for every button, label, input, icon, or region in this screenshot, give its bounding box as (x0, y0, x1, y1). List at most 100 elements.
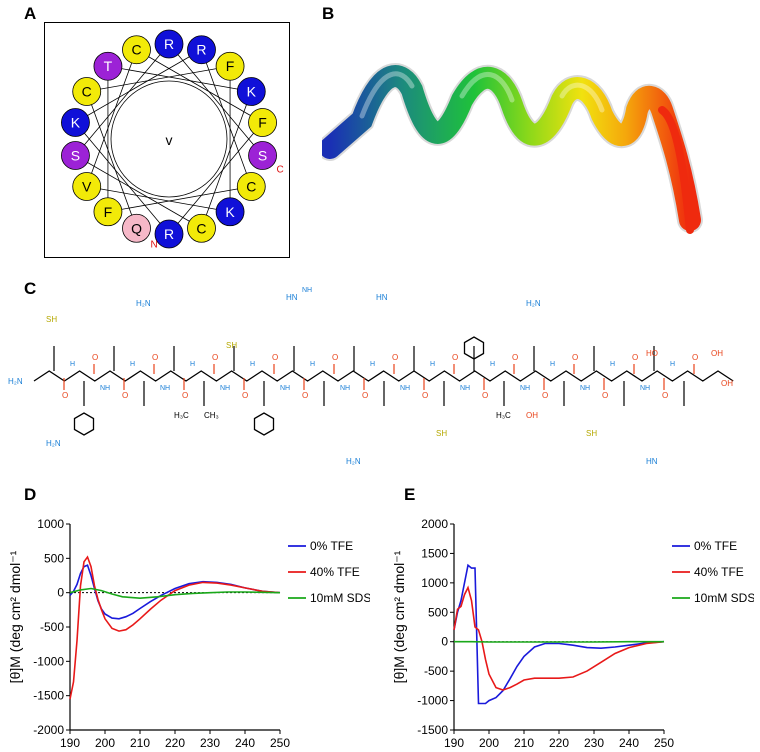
y-tick-label: -2000 (33, 723, 64, 737)
wheel-connector (107, 65, 252, 92)
y-tick-label: -1500 (417, 723, 448, 737)
svg-text:F: F (258, 115, 267, 131)
wheel-connector (75, 122, 170, 235)
x-tick-label: 240 (619, 736, 639, 750)
y-tick-label: 500 (44, 551, 64, 565)
wheel-connector (75, 155, 202, 229)
amine-group: H₂N (46, 439, 61, 448)
thiol-group: SH (436, 429, 447, 438)
wheel-connector (75, 49, 202, 123)
hydroxyl-group: HO (646, 349, 658, 358)
y-tick-label: -1000 (417, 694, 448, 708)
svg-text:C: C (246, 179, 256, 195)
y-tick-label: 2000 (421, 517, 448, 531)
wheel-residue: Q (122, 213, 151, 243)
amine-group: H₂N (136, 299, 151, 308)
amide-nitrogen: H (550, 361, 555, 368)
amine-group: H₂N (526, 299, 541, 308)
carbonyl-oxygen: O (542, 391, 548, 400)
amide-nitrogen: H (490, 361, 495, 368)
phenyl-ring (463, 336, 485, 360)
wheel-residue: R (154, 29, 184, 59)
amide-nitrogen: H (190, 361, 195, 368)
series-line (69, 587, 281, 600)
svg-text:K: K (71, 115, 81, 131)
carbonyl-oxygen: O (512, 353, 518, 362)
wheel-residue: K (215, 197, 245, 227)
guanidino-group: HN (646, 457, 658, 466)
x-tick-label: 200 (95, 736, 115, 750)
carbonyl-oxygen: O (692, 353, 698, 362)
legend-label: 10mM SDS (694, 591, 754, 605)
amine-group: H₂N (346, 457, 361, 466)
wheel-residue: C (72, 77, 102, 106)
carbonyl-oxygen: O (92, 353, 98, 362)
amide-nitrogen: NH (520, 385, 530, 392)
carbonyl-oxygen: O (602, 391, 608, 400)
amide-nitrogen: H (130, 361, 135, 368)
carbonyl-oxygen: O (302, 391, 308, 400)
svg-text:R: R (164, 226, 174, 242)
svg-text:S: S (71, 147, 80, 163)
legend-label: 0% TFE (310, 539, 353, 553)
x-tick-label: 240 (235, 736, 255, 750)
carbonyl-oxygen: O (272, 353, 278, 362)
wheel-residue: F (248, 108, 277, 137)
svg-text:K: K (225, 204, 235, 220)
carbonyl-oxygen: O (62, 391, 68, 400)
y-axis-label: [θ]M (deg cm² dmol⁻¹ (391, 550, 407, 683)
panel-label-d: D (24, 485, 37, 504)
wheel-residue: T (93, 51, 123, 81)
amide-nitrogen: NH (340, 385, 350, 392)
amide-nitrogen: H (370, 361, 375, 368)
amide-nitrogen: H (430, 361, 435, 368)
methyl-group: H₃C (496, 411, 511, 420)
svg-text:C: C (196, 220, 206, 236)
ribbon-tail (658, 106, 694, 234)
phenyl-ring (73, 412, 95, 436)
ribbon-highlight (359, 71, 605, 119)
y-tick-label: 500 (428, 605, 448, 619)
svg-text:C: C (82, 84, 92, 100)
svg-text:R: R (196, 42, 206, 58)
panel-label-c: C (24, 279, 37, 298)
hydrophobic-moment-arrow: v (166, 132, 173, 148)
svg-text:F: F (104, 204, 113, 220)
ribbon-backbone (322, 65, 701, 231)
wheel-connector (201, 49, 252, 187)
carbonyl-oxygen: O (212, 353, 218, 362)
legend-label: 0% TFE (694, 539, 737, 553)
y-tick-label: 1000 (421, 576, 448, 590)
carbonyl-oxygen: O (182, 391, 188, 400)
amide-nitrogen: NH (400, 385, 410, 392)
wheel-residue: V (72, 172, 102, 201)
legend-label: 40% TFE (694, 565, 744, 579)
carbonyl-oxygen: O (422, 391, 428, 400)
carbonyl-oxygen: O (572, 353, 578, 362)
amide-nitrogen: NH (100, 385, 110, 392)
wheel-residue: K (236, 77, 266, 106)
n-terminus-label: N (151, 239, 158, 250)
carbonyl-oxygen: O (632, 353, 638, 362)
carbonyl-oxygen: O (482, 391, 488, 400)
y-tick-label: -500 (424, 664, 448, 678)
wheel-connector (168, 122, 263, 235)
wheel-residue: F (93, 197, 123, 227)
svg-text:Q: Q (131, 220, 142, 236)
wheel-residue: C (122, 35, 151, 65)
carbonyl-oxygen: O (122, 391, 128, 400)
amide-nitrogen: H (250, 361, 255, 368)
amide-nitrogen: NH (160, 385, 170, 392)
guanidino-group: HN (376, 293, 388, 302)
y-axis-label: [θ]M (deg cm² dmol⁻¹ (7, 550, 23, 683)
guanidino-group: HN (286, 293, 298, 302)
wheel-residue: C (236, 172, 266, 201)
wheel-residue: S (61, 141, 90, 170)
hydroxyl-group: OH (526, 411, 538, 420)
x-tick-label: 230 (200, 736, 220, 750)
svg-text:F: F (226, 58, 235, 74)
